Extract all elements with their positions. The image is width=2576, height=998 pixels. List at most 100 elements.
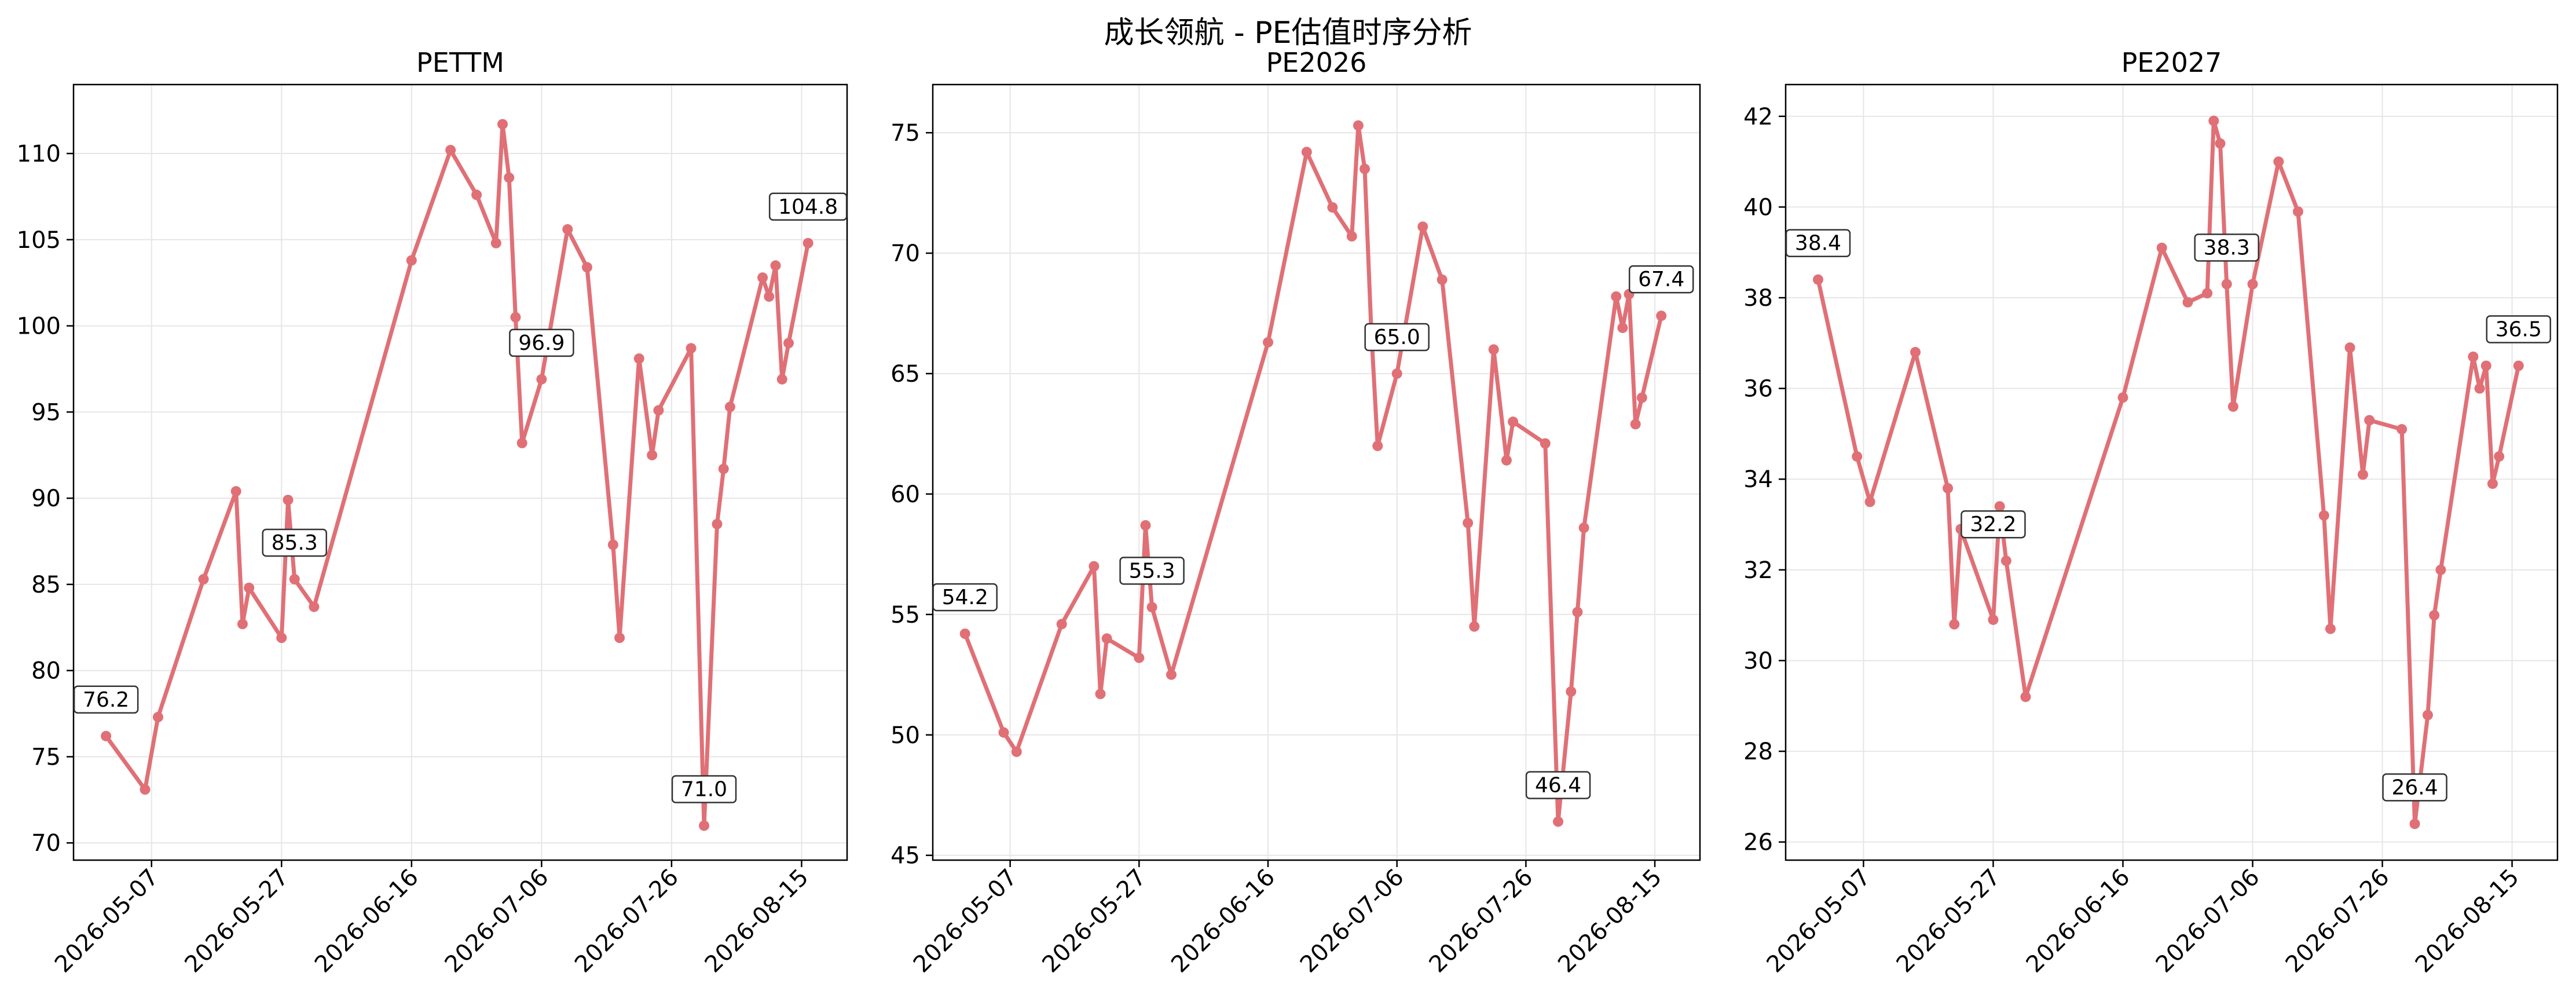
data-point [1417, 221, 1428, 232]
data-point [1488, 344, 1499, 355]
data-point [959, 628, 970, 639]
annotation-box [1364, 323, 1430, 352]
data-point [1437, 274, 1448, 285]
annotation-box [73, 685, 139, 714]
y-tick-label: 70 [31, 830, 61, 857]
data-point [1501, 455, 1512, 466]
y-tick-label: 100 [17, 313, 61, 340]
data-point [140, 784, 151, 795]
data-point [1852, 451, 1863, 462]
data-point [1566, 686, 1577, 697]
data-point [2422, 710, 2433, 721]
data-point [803, 237, 814, 248]
data-point [1089, 561, 1100, 572]
data-point [1463, 517, 1474, 528]
data-point [1327, 202, 1338, 213]
data-point [1949, 619, 1960, 630]
data-annotation: 46.4 [1525, 771, 1591, 799]
data-point [1578, 522, 1589, 533]
data-point [1346, 231, 1357, 242]
data-point [2020, 692, 2031, 703]
figure-title: 成长领航 - PE估值时序分析 [1104, 16, 1472, 50]
annotation-box [1961, 510, 2026, 539]
data-point [2318, 510, 2329, 521]
y-tick-label: 40 [1743, 194, 1773, 221]
data-point [1572, 606, 1583, 617]
y-tick-label: 75 [31, 744, 61, 770]
data-point [1636, 392, 1647, 403]
data-point [776, 374, 787, 385]
x-tick-label: 2026-08-15 [700, 864, 814, 978]
data-point [2474, 383, 2485, 394]
y-tick-label: 50 [891, 722, 920, 749]
data-annotation: 71.0 [671, 775, 737, 803]
data-point [2429, 610, 2440, 621]
chart-title: PE2026 [1266, 47, 1367, 78]
data-point [2364, 415, 2375, 426]
data-point [2208, 115, 2219, 126]
x-tick-label: 2026-07-26 [2281, 864, 2395, 978]
data-point [230, 486, 241, 497]
y-tick-label: 32 [1743, 557, 1773, 584]
data-annotation: 85.3 [262, 528, 327, 557]
x-tick-label: 2026-08-15 [1553, 864, 1667, 978]
data-point [770, 260, 781, 271]
data-point [516, 437, 527, 448]
data-point [2487, 478, 2498, 489]
data-annotation: 54.2 [932, 583, 998, 612]
data-point [289, 573, 300, 584]
data-annotation: 38.3 [2194, 233, 2259, 262]
x-tick-label: 2026-06-16 [2021, 864, 2135, 978]
y-tick-label: 60 [891, 481, 920, 508]
data-point [283, 495, 294, 506]
x-tick-label: 2026-07-06 [440, 864, 554, 978]
data-point [2397, 424, 2408, 435]
annotation-box [768, 192, 848, 221]
data-point [536, 374, 547, 385]
data-point [1360, 163, 1371, 174]
data-point [2435, 564, 2446, 575]
data-point [647, 449, 658, 460]
y-tick-label: 45 [891, 843, 920, 869]
data-point [1994, 501, 2005, 512]
annotation-label: 32.2 [1970, 513, 2016, 536]
x-tick-label: 2026-06-16 [1166, 864, 1280, 978]
data-point [2247, 279, 2258, 290]
data-annotation: 67.4 [1628, 265, 1694, 294]
data-point [614, 633, 625, 644]
x-tick-label: 2026-05-27 [1037, 864, 1151, 978]
data-point [2227, 401, 2238, 412]
data-point [2221, 279, 2232, 290]
annotation-label: 71.0 [681, 777, 727, 801]
data-point [152, 712, 163, 723]
data-point [1101, 633, 1112, 644]
data-annotation: 76.2 [73, 685, 139, 714]
y-tick-label: 38 [1743, 285, 1773, 312]
data-point [2325, 623, 2336, 634]
data-point [1095, 689, 1106, 700]
data-point [633, 353, 644, 364]
data-point [699, 820, 710, 831]
annotation-label: 76.2 [83, 688, 129, 712]
data-annotation: 55.3 [1119, 557, 1185, 585]
data-point [471, 189, 482, 200]
annotation-label: 38.4 [1795, 232, 1841, 255]
data-point [2292, 206, 2303, 217]
annotation-label: 46.4 [1535, 773, 1581, 797]
data-point [244, 582, 255, 593]
x-tick-label: 2026-06-16 [310, 864, 424, 978]
data-annotation: 32.2 [1961, 510, 2026, 539]
annotation-box [1785, 229, 1851, 257]
data-point [764, 291, 775, 302]
y-tick-label: 36 [1743, 376, 1773, 403]
annotation-label: 65.0 [1374, 326, 1420, 349]
annotation-box [1119, 557, 1185, 585]
annotation-box [262, 528, 327, 557]
data-point [198, 573, 209, 584]
data-point [1301, 147, 1312, 158]
chart-panel-1: 70 75 80 85 90 95 100 105 110 2026-05-07 2026-05-2… [17, 47, 848, 978]
data-point [237, 619, 248, 630]
data-point [1146, 602, 1157, 613]
annotation-label: 67.4 [1638, 268, 1684, 291]
